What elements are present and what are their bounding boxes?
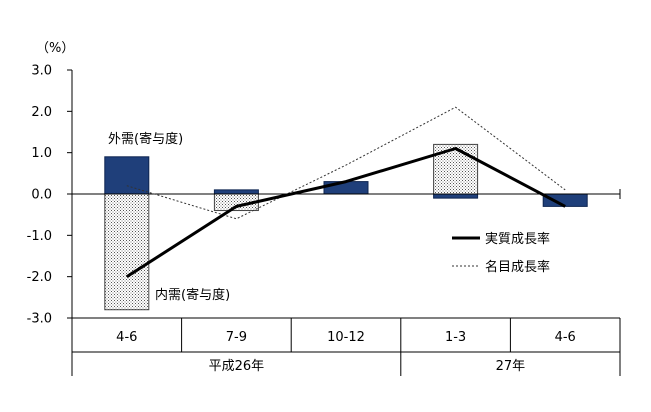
y-tick-label: -3.0 xyxy=(27,312,52,327)
year-group-label: 27年 xyxy=(496,359,526,374)
x-tick-label: 4-6 xyxy=(116,330,137,345)
domestic-demand-label: 内需(寄与度) xyxy=(155,287,230,303)
y-tick-label: 3.0 xyxy=(31,64,52,79)
y-tick-label: 2.0 xyxy=(31,105,52,120)
y-tick-label: 0.0 xyxy=(31,188,52,203)
x-tick-label: 1-3 xyxy=(445,330,466,345)
growth-lines xyxy=(125,106,566,278)
x-tick-label: 7-9 xyxy=(226,330,247,345)
legend-real-label: 実質成長率 xyxy=(485,231,550,247)
x-tick-label: 10-12 xyxy=(327,330,365,345)
external-demand-bar xyxy=(213,189,259,195)
external-demand-bar xyxy=(323,181,369,195)
real-growth-line xyxy=(125,147,566,278)
external-demand-bar xyxy=(104,156,150,195)
domestic-demand-bars xyxy=(104,143,479,311)
domestic-demand-bar xyxy=(104,193,150,311)
axes: 3.0 2.0 1.0 0.0 -1.0 -2.0 -3.0 4-6 7-9 10-12 1-3 4-… xyxy=(27,64,621,376)
y-tick-label: 1.0 xyxy=(31,146,52,161)
chart-labels: 外需(寄与度) 内需(寄与度) xyxy=(108,131,230,303)
legend-nominal-label: 名目成長率 xyxy=(485,259,550,275)
nominal-growth-line xyxy=(126,106,566,220)
y-tick-label: -2.0 xyxy=(27,270,52,285)
external-demand-bar xyxy=(433,193,479,199)
x-tick-label: 4-6 xyxy=(555,330,576,345)
y-tick-label: -1.0 xyxy=(27,229,52,244)
year-group-label: 平成26年 xyxy=(209,359,265,374)
external-demand-bar xyxy=(542,193,588,207)
external-demand-label: 外需(寄与度) xyxy=(108,131,183,147)
unit-label: （%） xyxy=(36,41,74,56)
